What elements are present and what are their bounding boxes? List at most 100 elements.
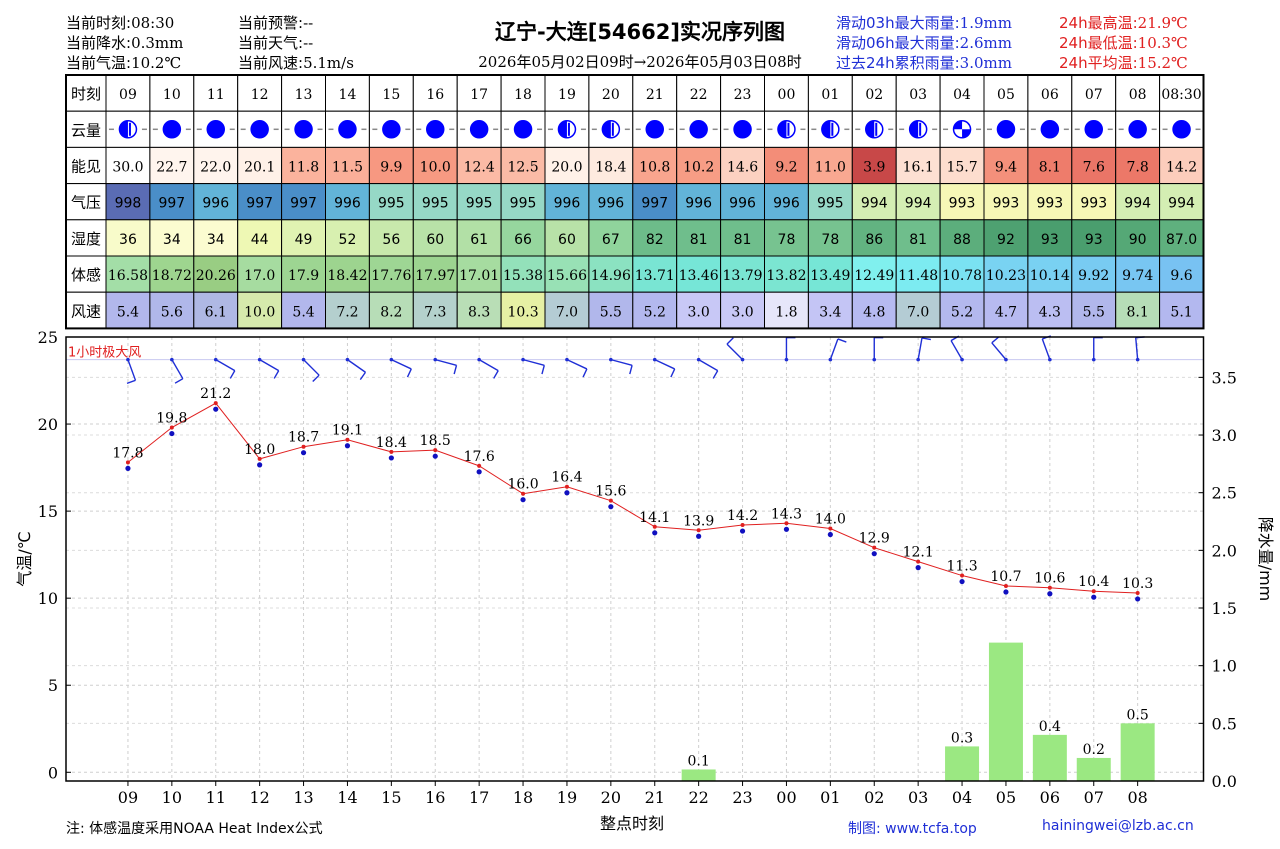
humidity-value: 36 <box>119 232 137 248</box>
temp-stat-avg: 24h平均温:15.2℃ <box>1059 54 1188 72</box>
temperature-point <box>1091 589 1096 594</box>
feels_like-value: 9.92 <box>1078 268 1109 284</box>
humidity-cell <box>149 219 195 257</box>
humidity-cell <box>632 219 678 257</box>
wind-barb-shaft <box>478 359 499 372</box>
cloud-cover-fill <box>1173 120 1191 138</box>
pressure-value: 995 <box>817 196 844 212</box>
humidity-value: 34 <box>207 232 225 248</box>
wind-barb-shaft <box>1135 337 1139 360</box>
visibility-value: 7.6 <box>1083 160 1105 176</box>
y-axis-label: 气温/℃ <box>15 531 34 586</box>
wind_speed-value: 10.0 <box>244 304 275 320</box>
x-tick-label: 10 <box>162 788 182 807</box>
feels_like-value: 10.78 <box>942 268 982 284</box>
temperature-point <box>784 521 789 526</box>
y2-tick-label: 0.5 <box>1212 714 1237 733</box>
wind-barb-feather <box>712 370 719 379</box>
x-tick-label: 05 <box>996 788 1016 807</box>
pressure-value: 997 <box>290 196 317 212</box>
cloud-cover-fill <box>734 120 752 138</box>
wind_speed-cell <box>807 291 853 329</box>
humidity-cell <box>193 219 239 257</box>
temperature-point <box>608 498 613 503</box>
temperature-point <box>696 528 701 533</box>
pressure-value: 993 <box>949 196 976 212</box>
humidity-value: 60 <box>558 232 576 248</box>
row-label-hours: 时刻 <box>71 85 101 103</box>
humidity-value: 93 <box>1085 232 1103 248</box>
visibility-value: 15.7 <box>946 160 977 176</box>
dewpoint-marker <box>125 465 131 471</box>
wind-barb-feather <box>991 336 1000 344</box>
y2-tick-label: 2.0 <box>1212 541 1237 560</box>
cloud-cover-fill <box>865 120 875 138</box>
wind-barb-shaft <box>127 359 137 381</box>
wind-barb-shaft <box>726 343 744 361</box>
pressure-value: 996 <box>597 196 624 212</box>
wind-barb-shaft <box>171 359 184 380</box>
feels_like-value: 13.82 <box>766 268 806 284</box>
humidity-cell <box>325 219 370 257</box>
pressure-value: 994 <box>905 196 932 212</box>
feels_like-value: 18.42 <box>327 268 367 284</box>
temperature-point <box>740 523 745 528</box>
hours-cell <box>588 74 634 112</box>
wind_speed-cell <box>764 291 809 329</box>
temperature-point <box>477 463 482 468</box>
x-tick-label: 02 <box>864 788 884 807</box>
visibility-value: 12.5 <box>507 160 538 176</box>
wind-barb-feather <box>493 370 499 379</box>
dewpoint-marker <box>959 578 965 585</box>
precip-label: 0.1 <box>688 753 710 769</box>
precip-label: 0.2 <box>1083 742 1105 758</box>
wind_speed-value: 6.1 <box>205 304 227 320</box>
wind_speed-cell <box>676 291 722 329</box>
visibility-value: 12.4 <box>464 160 495 176</box>
precip-bar <box>681 769 716 781</box>
y2-tick-label: 1.0 <box>1212 657 1237 676</box>
pressure-cell <box>939 183 985 221</box>
temperature-label: 18.4 <box>376 435 407 451</box>
dewpoint-marker <box>169 430 175 437</box>
x-tick-label: 17 <box>469 788 489 807</box>
wind-barb-shaft <box>1041 338 1051 360</box>
x-tick-label: 15 <box>381 788 401 807</box>
header-current-warning: 当前预警:-- <box>238 14 314 32</box>
cloud-cover-fill <box>426 120 444 138</box>
hours-cell <box>149 74 195 112</box>
pressure-cell <box>588 183 634 221</box>
pressure-cell <box>281 183 327 221</box>
humidity-cell <box>764 219 809 257</box>
feels_like-cell <box>281 255 327 293</box>
visibility-value: 10.2 <box>683 160 714 176</box>
humidity-value: 82 <box>646 232 664 248</box>
humidity-value: 90 <box>1129 232 1147 248</box>
dewpoint-marker <box>344 443 351 449</box>
visibility-value: 22.0 <box>200 160 231 176</box>
hours-value: 11 <box>207 87 225 103</box>
chart-subtitle: 2026年05月02日09时→2026年05月03日08时 <box>478 53 802 71</box>
pressure-value: 995 <box>422 196 449 212</box>
temperature-point <box>960 573 965 578</box>
rain-stat-24h: 过去24h累积雨量:3.0mm <box>836 54 1012 72</box>
feels_like-cell <box>325 255 370 293</box>
x-tick-label: 06 <box>1040 788 1060 807</box>
feels_like-cell <box>632 255 678 293</box>
wind_speed-value: 5.2 <box>644 304 666 320</box>
cloud-cover-fill <box>777 120 787 138</box>
cloud-cover-fill <box>602 120 611 138</box>
row-label-pressure: 气压 <box>71 194 101 212</box>
hours-value: 05 <box>997 87 1015 103</box>
visibility-cell <box>325 146 370 185</box>
cloud-cover-fill <box>514 120 532 138</box>
wind_speed-cell <box>105 291 151 329</box>
dewpoint-marker <box>652 530 658 536</box>
pressure-value: 993 <box>993 196 1020 212</box>
wind-barb-shaft <box>917 337 923 360</box>
plot-frame <box>65 336 1205 782</box>
temperature-point <box>213 401 218 406</box>
wind-barb-shaft <box>347 359 366 373</box>
temperature-label: 18.0 <box>244 442 275 458</box>
humidity-value: 56 <box>382 232 400 248</box>
